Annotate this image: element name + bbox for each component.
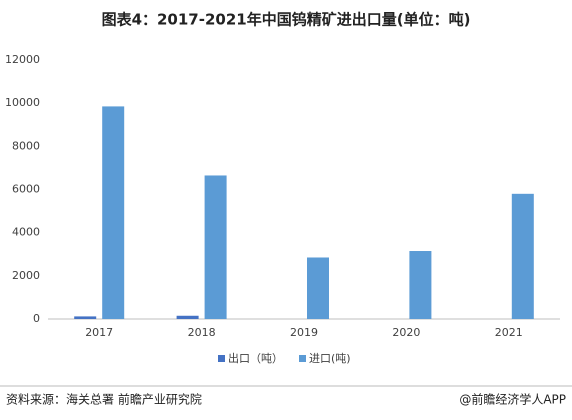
x-tick-label: 2019 [290, 326, 318, 339]
brand: @前瞻经济学人APP [459, 392, 566, 407]
x-tick-label: 2020 [392, 326, 420, 339]
bar [74, 316, 97, 319]
source: 资料来源：海关总署 前瞻产业研究院 [6, 392, 202, 407]
legend-swatch [218, 355, 225, 362]
y-tick-label: 2000 [12, 269, 40, 282]
x-tick-label: 2018 [188, 326, 216, 339]
legend-label: 出口（吨） [228, 351, 283, 365]
bar [176, 315, 199, 319]
bar [102, 106, 125, 319]
y-tick-label: 0 [33, 312, 40, 325]
bar [204, 175, 227, 319]
legend-swatch [299, 355, 306, 362]
y-tick-label: 8000 [12, 139, 40, 152]
legend-label: 进口(吨) [309, 352, 351, 365]
bar [409, 251, 432, 319]
bar [307, 257, 329, 319]
y-tick-label: 10000 [5, 96, 40, 109]
y-tick-label: 6000 [12, 183, 40, 196]
x-tick-label: 2021 [495, 326, 523, 339]
y-tick-label: 12000 [5, 53, 40, 66]
bar [511, 193, 534, 319]
y-tick-label: 4000 [12, 226, 40, 239]
chart-title: 图表4：2017-2021年中国钨精矿进出口量(单位：吨) [102, 11, 471, 29]
x-tick-label: 2017 [85, 326, 113, 339]
